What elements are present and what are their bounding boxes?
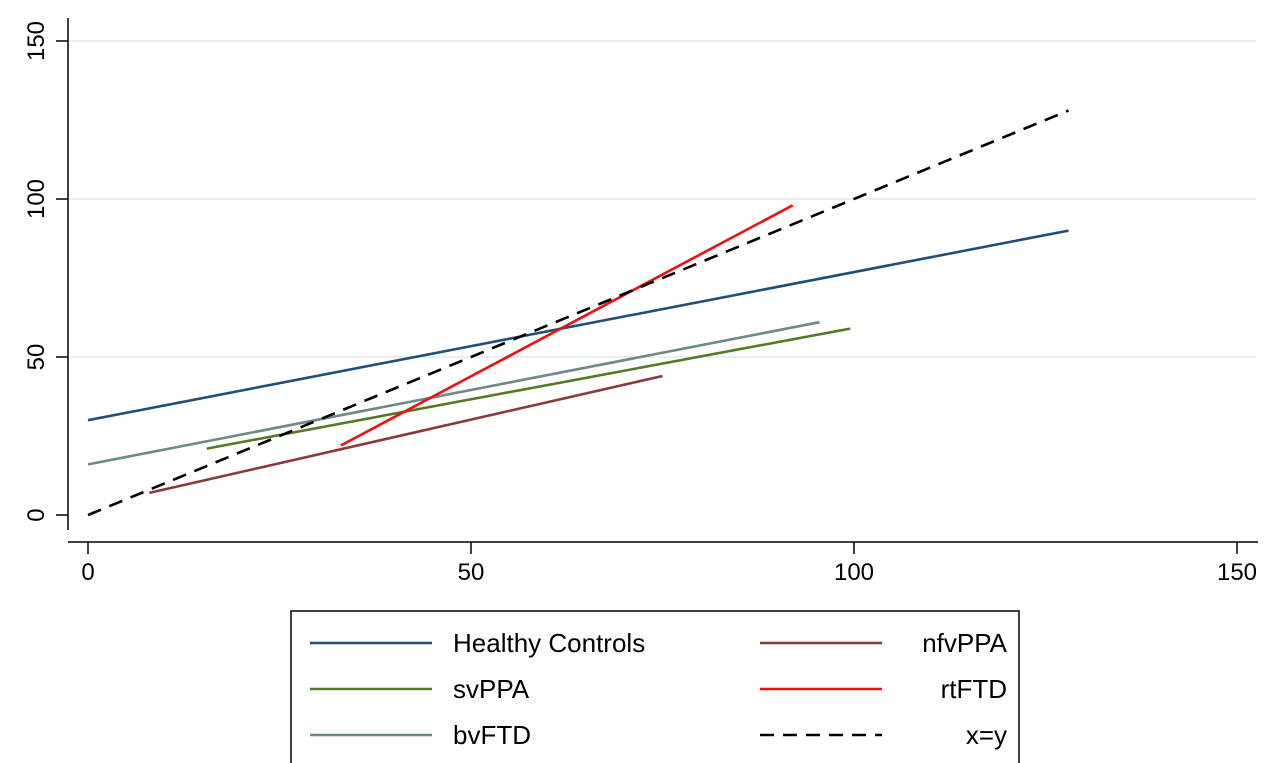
plot-lines: [87, 109, 1069, 517]
legend: Healthy Controls svPPA bvFTD nfvPPA rtFTD x=y: [290, 610, 1020, 763]
x-tick-label: 0: [81, 559, 94, 586]
y-tick-label: 150: [23, 21, 50, 61]
axes: [67, 18, 1258, 543]
legend-label-rtftd: rtFTD: [941, 674, 1007, 704]
legend-label-svppa: svPPA: [453, 674, 530, 704]
legend-frame: [290, 610, 1020, 763]
y-tick-label: 100: [23, 179, 50, 219]
legend-label-x-y: x=y: [966, 720, 1007, 750]
series-line-nfvppa: [149, 374, 663, 495]
series-line-x-y: [87, 109, 1069, 517]
series-line-healthy-controls: [87, 229, 1069, 422]
series-line-rtftd: [340, 204, 794, 447]
legend-label-nfvppa: nfvPPA: [922, 628, 1007, 658]
legend-label-bvftd: bvFTD: [453, 720, 531, 750]
x-ticks: 0 50 100 150: [81, 542, 1257, 586]
y-tick-label: 0: [23, 508, 50, 521]
series-line-bvftd: [87, 320, 820, 466]
y-tick-label: 50: [23, 344, 50, 371]
x-tick-label: 100: [834, 559, 874, 586]
series-line-svppa: [206, 327, 851, 450]
x-tick-label: 150: [1217, 559, 1257, 586]
legend-label-healthy-controls: Healthy Controls: [453, 628, 645, 658]
x-tick-label: 50: [458, 559, 485, 586]
y-ticks: 0 50 100 150: [23, 21, 68, 522]
gridlines: [70, 40, 1256, 358]
